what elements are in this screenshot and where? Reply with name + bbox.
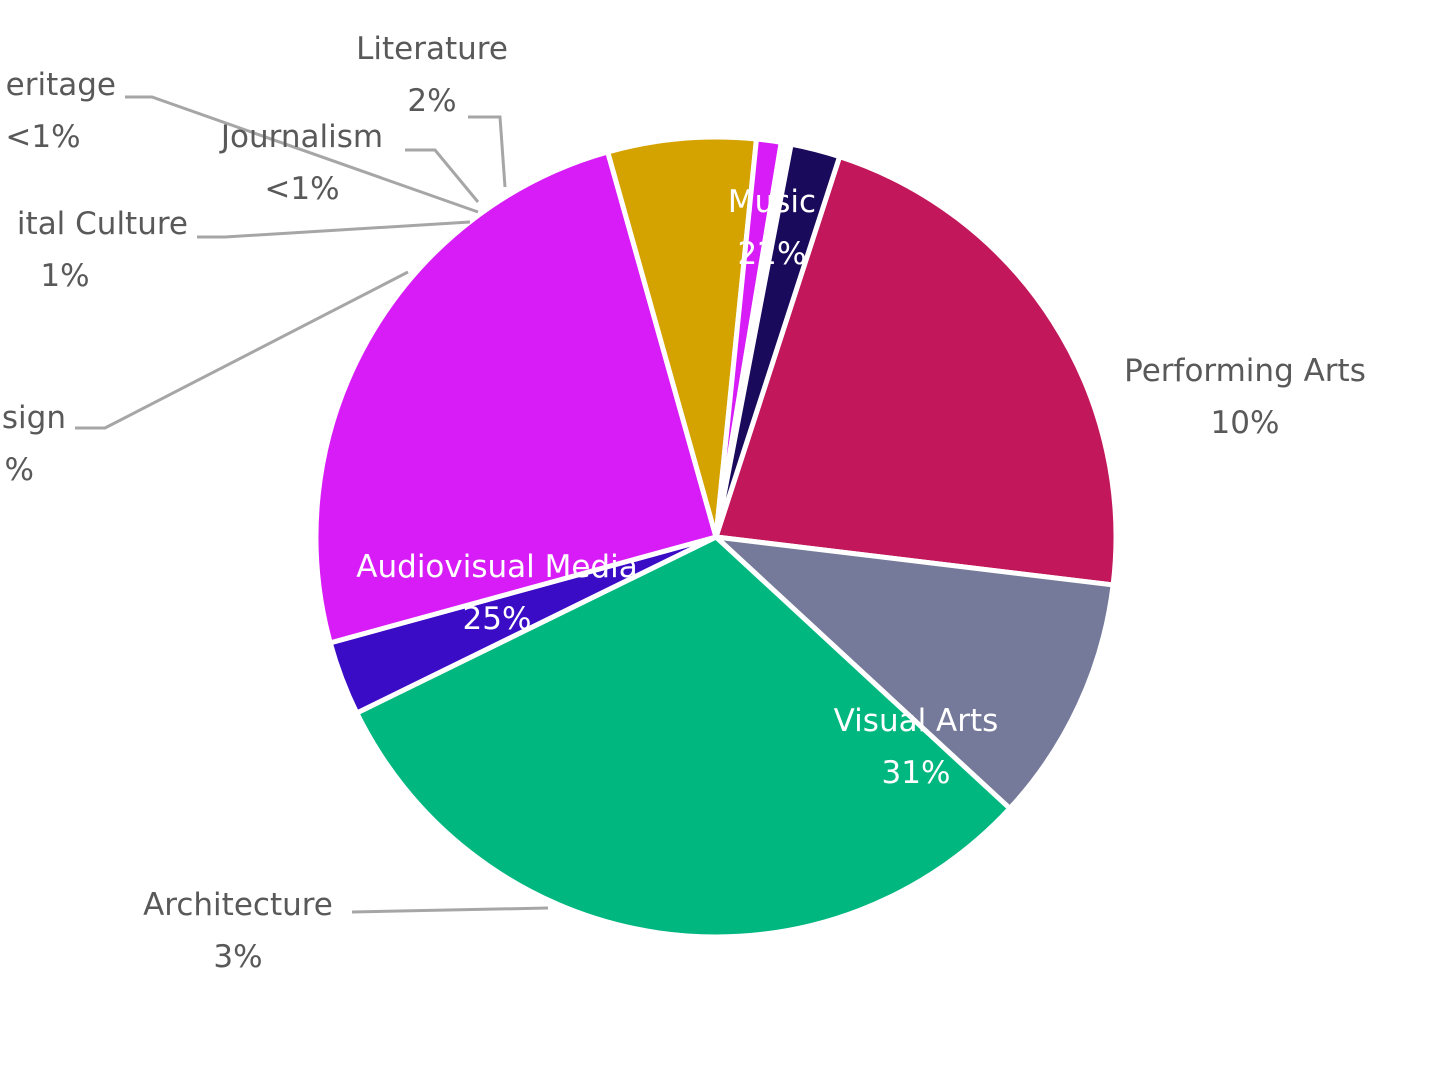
label-audiovisual-media: Audiovisual Media: [356, 549, 637, 585]
value-visual-arts: 31%: [882, 755, 951, 791]
pie-slices: [313, 134, 1119, 940]
pie-slice-literature: [713, 141, 843, 540]
value-heritage: <1%: [5, 119, 80, 155]
leader-line-architecture: [351, 906, 549, 914]
value-music: 22%: [738, 236, 807, 272]
leader-line-digital-culture: [197, 220, 471, 239]
label-architecture: Architecture: [143, 887, 333, 923]
value-design: %: [5, 452, 34, 488]
pie-slice-performing-arts: [713, 534, 1116, 811]
label-music: Music: [728, 184, 816, 220]
leader-lines: [75, 95, 549, 914]
label-heritage: eritage: [6, 67, 116, 103]
pie-slice-visual-arts: [354, 534, 1013, 940]
leader-line-design: [75, 270, 409, 430]
value-performing-arts: 10%: [1211, 405, 1280, 441]
value-digital-culture: 1%: [40, 258, 89, 294]
label-design: sign: [2, 400, 66, 436]
pie-slice-sign: [605, 134, 759, 540]
label-digital-culture: ital Culture: [17, 206, 188, 242]
value-audiovisual-media: 25%: [463, 601, 532, 637]
leader-line-heritage: [125, 95, 479, 214]
label-visual-arts: Visual Arts: [834, 703, 999, 739]
label-performing-arts: Performing Arts: [1124, 353, 1366, 389]
leader-line-journalism: [405, 148, 480, 203]
value-literature: 2%: [407, 83, 456, 119]
pie-slice-audiovisual-media: [313, 149, 719, 646]
label-journalism: Journalism: [219, 119, 383, 155]
leader-line-literature: [468, 115, 507, 188]
value-architecture: 3%: [213, 939, 262, 975]
label-literature: Literature: [356, 31, 508, 67]
value-journalism: <1%: [264, 171, 339, 207]
pie-slice-music: [713, 154, 1119, 588]
